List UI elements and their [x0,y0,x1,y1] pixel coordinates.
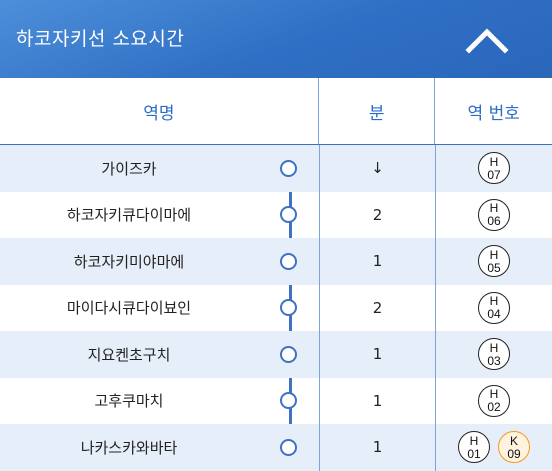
station-name: 나카스카와바타 [80,438,178,457]
station-code-number: 09 [507,446,521,461]
station-number-cell: H 02 [435,377,552,424]
line-letter: H [489,340,499,355]
travel-minutes: 1 [319,377,435,424]
line-letter: H [469,433,479,448]
station-name: 지요켄초구치 [87,345,171,364]
station-name: 하코자키미야마에 [73,252,185,271]
station-code-number: 02 [487,400,501,415]
station-number-cell: H 05 [435,238,552,285]
station-name: 고후쿠마치 [94,392,164,411]
station-code-number: 06 [487,214,501,229]
panel-title: 하코자키선 소요시간 [16,28,185,50]
travel-minutes: ↓ [319,145,435,192]
column-divider [317,78,319,144]
station-name: 마이다시큐다이뵤인 [66,299,192,318]
station-row: 가이즈카 ↓ H 07 [0,145,552,192]
station-number-cell: H 01 K 09 [435,424,552,471]
column-minutes: 분 [368,103,385,124]
station-code-number: 04 [487,307,501,322]
travel-minutes: 2 [319,284,435,331]
travel-minutes: 1 [319,238,435,285]
station-dot [280,345,297,363]
station-row: 마이다시큐다이뵤인 2 H 04 [0,284,552,331]
station-dot [280,206,297,224]
station-code-badge: H 05 [478,245,510,278]
station-dot [280,438,297,456]
station-dot [280,159,297,177]
station-dot [280,252,297,270]
column-station-number: 역 번호 [467,103,520,124]
travel-minutes: 2 [319,191,435,238]
station-row: 하코자키큐다이마에 2 H 06 [0,191,552,238]
station-dot [280,392,297,410]
station-code-badge: K 09 [498,431,530,464]
station-dot [280,299,297,317]
chevron-up-icon [465,28,509,54]
line-letter: H [489,154,499,169]
travel-minutes: 1 [319,424,435,471]
station-code-number: 07 [487,167,501,182]
station-number-cell: H 07 [435,145,552,192]
travel-minutes: 1 [319,331,435,378]
station-name: 하코자키큐다이마에 [66,206,192,225]
station-row: 고후쿠마치 1 H 02 [0,377,552,424]
station-code-badge: H 04 [478,291,510,324]
station-row: 하코자키미야마에 1 H 05 [0,238,552,285]
station-code-badge: H 06 [478,198,510,231]
column-header-row: 역명 분 역 번호 [0,78,552,145]
station-number-cell: H 04 [435,284,552,331]
station-code-number: 01 [467,446,481,461]
panel-header: 하코자키선 소요시간 [0,0,552,78]
line-letter: K [509,433,518,448]
station-code-badge: H 01 [458,431,490,464]
station-code-badge: H 02 [478,384,510,417]
station-code-number: 05 [487,260,501,275]
station-number-cell: H 06 [435,191,552,238]
station-list: 가이즈카 ↓ H 07 하코자키큐다이마에 2 H 06 하코자키미야마에 1 H 05 마이다시큐다이… [0,145,552,471]
line-letter: H [489,201,499,216]
station-number-cell: H 03 [435,331,552,378]
column-station: 역명 [143,103,175,124]
station-code-badge: H 03 [478,338,510,371]
line-letter: H [489,387,499,402]
collapse-button[interactable] [462,22,512,56]
station-row: 나카스카와바타 1 H 01 K 09 [0,424,552,471]
line-letter: H [489,247,499,262]
column-divider [434,78,436,144]
station-code-badge: H 07 [478,152,510,185]
line-letter: H [489,294,499,309]
station-row: 지요켄초구치 1 H 03 [0,331,552,378]
station-name: 가이즈카 [101,159,157,178]
station-code-number: 03 [487,353,501,368]
